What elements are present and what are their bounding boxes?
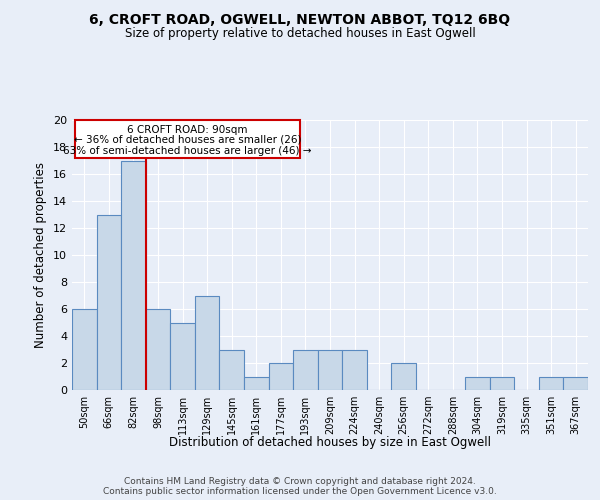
Text: 6, CROFT ROAD, OGWELL, NEWTON ABBOT, TQ12 6BQ: 6, CROFT ROAD, OGWELL, NEWTON ABBOT, TQ1… bbox=[89, 12, 511, 26]
Bar bbox=[465, 376, 490, 390]
Bar bbox=[490, 376, 514, 390]
Text: 6 CROFT ROAD: 90sqm: 6 CROFT ROAD: 90sqm bbox=[127, 125, 248, 135]
Bar bbox=[170, 322, 195, 390]
Bar bbox=[72, 309, 97, 390]
Text: Size of property relative to detached houses in East Ogwell: Size of property relative to detached ho… bbox=[125, 28, 475, 40]
Text: ← 36% of detached houses are smaller (26): ← 36% of detached houses are smaller (26… bbox=[74, 135, 301, 145]
Bar bbox=[146, 309, 170, 390]
Bar bbox=[269, 363, 293, 390]
Text: Distribution of detached houses by size in East Ogwell: Distribution of detached houses by size … bbox=[169, 436, 491, 449]
Bar bbox=[539, 376, 563, 390]
Bar bbox=[293, 350, 318, 390]
Bar bbox=[195, 296, 220, 390]
Text: 63% of semi-detached houses are larger (46) →: 63% of semi-detached houses are larger (… bbox=[63, 146, 312, 156]
Bar bbox=[391, 363, 416, 390]
Bar bbox=[342, 350, 367, 390]
Bar bbox=[244, 376, 269, 390]
Text: Contains HM Land Registry data © Crown copyright and database right 2024.: Contains HM Land Registry data © Crown c… bbox=[124, 476, 476, 486]
Bar bbox=[318, 350, 342, 390]
Bar bbox=[220, 350, 244, 390]
Bar bbox=[97, 214, 121, 390]
Bar bbox=[121, 160, 146, 390]
Text: Contains public sector information licensed under the Open Government Licence v3: Contains public sector information licen… bbox=[103, 486, 497, 496]
Y-axis label: Number of detached properties: Number of detached properties bbox=[34, 162, 47, 348]
Bar bbox=[563, 376, 588, 390]
